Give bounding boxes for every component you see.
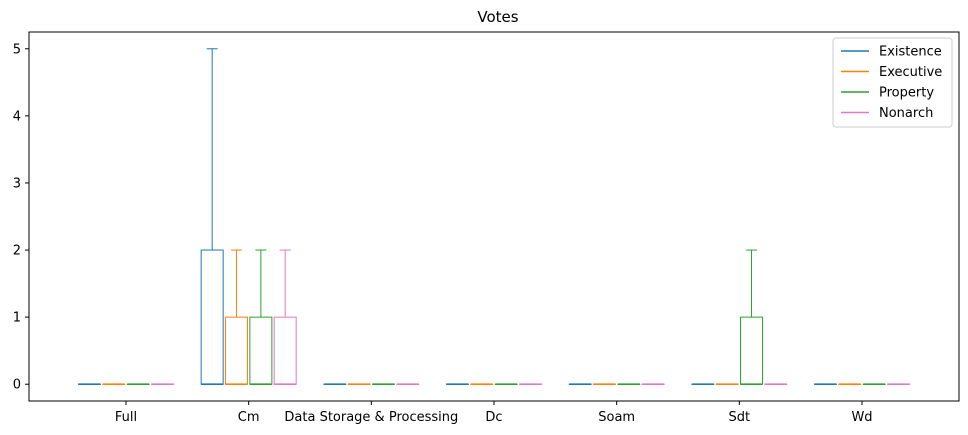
boxes-layer (78, 48, 910, 386)
legend: Existence Executive Property Nonarch (832, 37, 953, 128)
legend-label: Existence (879, 45, 942, 60)
x-tick-label: Data Storage & Processing (284, 410, 458, 425)
x-tick-label: Cm (238, 410, 260, 425)
box-body (224, 316, 248, 385)
chart-title: Votes (477, 8, 518, 26)
box-executive-1 (224, 249, 248, 386)
box-body (740, 316, 764, 385)
y-tick-label: 4 (13, 109, 21, 124)
box-property-1 (249, 249, 273, 386)
box-body (200, 249, 224, 385)
y-tick-label: 3 (13, 176, 21, 191)
x-axis: Full Cm Data Storage & Processing Dc Soam Sdt… (115, 401, 873, 425)
plot-frame (28, 31, 960, 402)
y-tick-label: 2 (13, 244, 21, 259)
y-tick-label: 5 (13, 42, 21, 57)
x-tick-label: Soam (598, 410, 635, 425)
box-nonarch-1 (273, 249, 297, 386)
box-existence-1 (200, 48, 224, 386)
x-tick-label: Sdt (729, 410, 751, 425)
x-tick-label: Full (115, 410, 137, 425)
y-tick-label: 1 (13, 311, 21, 326)
legend-box (832, 37, 953, 128)
legend-label: Property (879, 86, 934, 101)
legend-label: Executive (879, 65, 942, 80)
box-body (249, 316, 273, 385)
box-property-5 (740, 249, 764, 386)
y-tick-label: 0 (13, 378, 21, 393)
x-tick-label: Wd (851, 410, 872, 425)
y-axis: 0 1 2 3 4 5 (13, 42, 29, 393)
legend-label: Nonarch (879, 106, 933, 121)
box-body (273, 316, 297, 385)
x-tick-label: Dc (485, 410, 502, 425)
